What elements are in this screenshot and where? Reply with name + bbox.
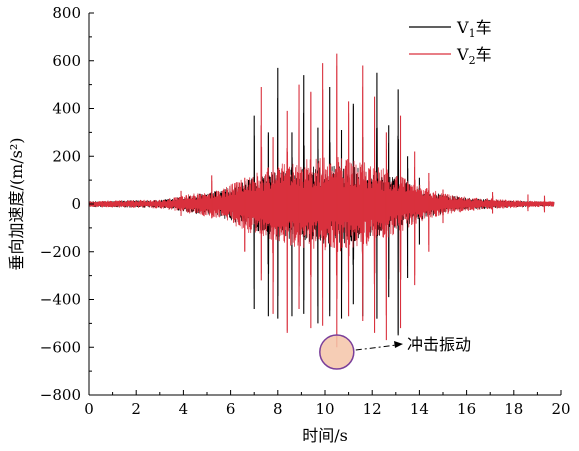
- x-tick-label: 10: [315, 400, 334, 418]
- y-axis-label: 垂向加速度/(m/s²): [7, 137, 26, 270]
- y-tick-label: 200: [52, 147, 81, 165]
- y-tick-label: 800: [52, 4, 81, 22]
- y-tick-label: −200: [40, 243, 81, 261]
- series-line-2: [88, 65, 555, 331]
- x-tick-label: 4: [179, 400, 189, 418]
- x-tick-label: 0: [84, 400, 94, 418]
- x-tick-label: 12: [363, 400, 382, 418]
- axes: 0 2 4 6 8 10 12 14 16 18 20 −800 −600 −400 −200 0 200 400…: [40, 4, 571, 418]
- annotation-label: 冲击振动: [407, 335, 471, 354]
- legend-label-v1: V1车: [456, 18, 492, 40]
- y-tick-label: 400: [52, 100, 81, 118]
- annotation: 冲击振动: [319, 334, 471, 370]
- x-tick-label: 8: [273, 400, 283, 418]
- impact-marker: [319, 334, 355, 370]
- y-tick-label: 0: [71, 195, 81, 213]
- x-tick-label: 6: [226, 400, 236, 418]
- x-tick-label: 20: [551, 400, 570, 418]
- y-tick-label: 600: [52, 52, 81, 70]
- legend-label-v2: V2车: [456, 45, 492, 67]
- legend: V1车 V2车: [409, 18, 492, 67]
- x-tick-label: 14: [410, 400, 429, 418]
- x-tick-label: 18: [504, 400, 523, 418]
- x-axis-label: 时间/s: [302, 426, 348, 445]
- y-tick-label: −600: [40, 338, 81, 356]
- x-tick-label: 2: [131, 400, 141, 418]
- y-tick-label: −400: [40, 291, 81, 309]
- x-tick-label: 16: [457, 400, 476, 418]
- plot-area: [88, 53, 555, 348]
- annotation-leader: [355, 344, 398, 351]
- annotation-arrowhead: [394, 341, 403, 348]
- y-tick-label: −800: [40, 386, 81, 404]
